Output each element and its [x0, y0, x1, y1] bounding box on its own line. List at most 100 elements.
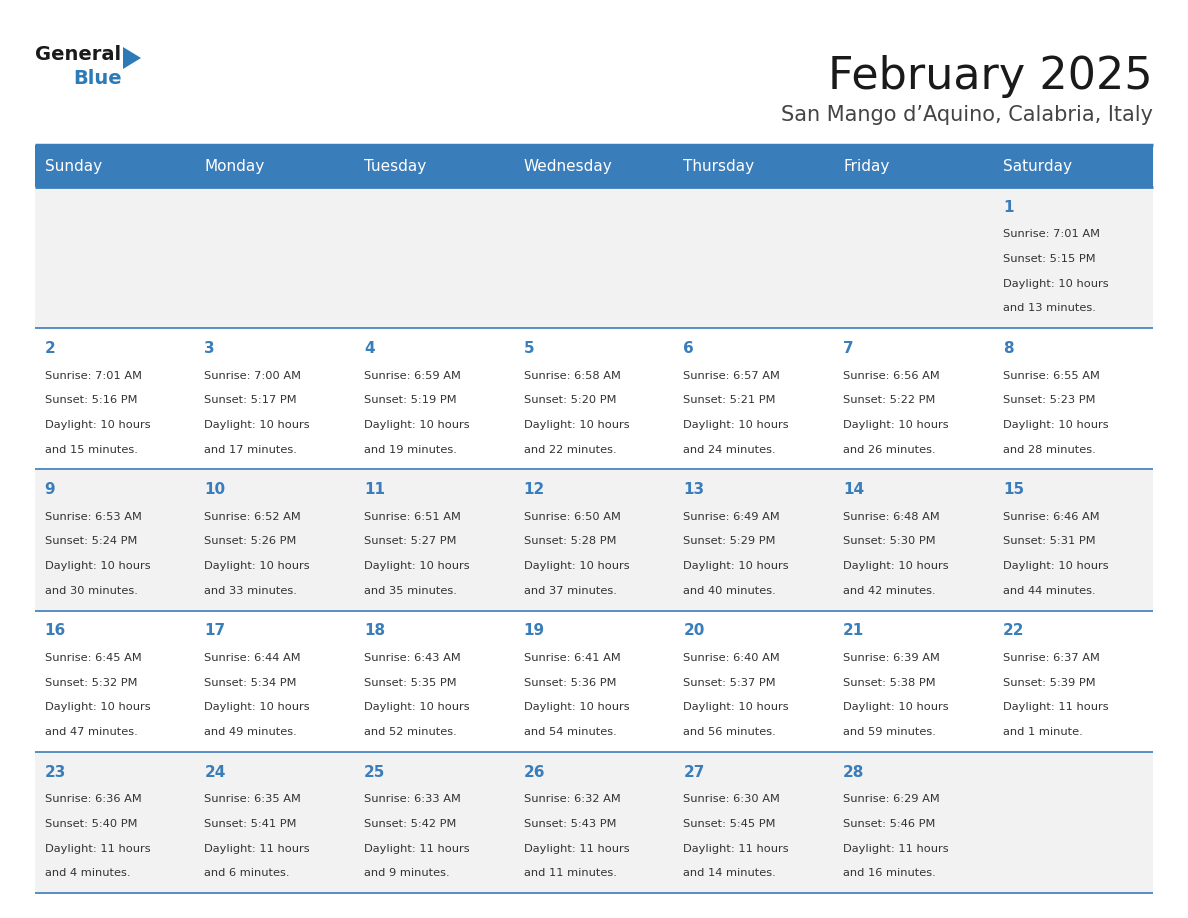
- Text: and 11 minutes.: and 11 minutes.: [524, 868, 617, 879]
- Text: Sunrise: 6:43 AM: Sunrise: 6:43 AM: [364, 653, 461, 663]
- Text: Sunset: 5:36 PM: Sunset: 5:36 PM: [524, 677, 617, 688]
- Text: Sunrise: 6:49 AM: Sunrise: 6:49 AM: [683, 511, 781, 521]
- Text: Daylight: 10 hours: Daylight: 10 hours: [683, 702, 789, 712]
- Bar: [834, 187, 993, 329]
- Text: 22: 22: [1003, 623, 1024, 638]
- Bar: [674, 187, 834, 329]
- Text: and 28 minutes.: and 28 minutes.: [1003, 444, 1095, 454]
- Text: Sunset: 5:32 PM: Sunset: 5:32 PM: [45, 677, 137, 688]
- Text: Sunrise: 6:55 AM: Sunrise: 6:55 AM: [1003, 371, 1100, 381]
- Text: Sunrise: 6:35 AM: Sunrise: 6:35 AM: [204, 794, 302, 804]
- Text: Sunrise: 7:01 AM: Sunrise: 7:01 AM: [45, 371, 141, 381]
- Text: 17: 17: [204, 623, 226, 638]
- Bar: [34, 145, 195, 187]
- Bar: [354, 145, 514, 187]
- Text: Sunrise: 6:41 AM: Sunrise: 6:41 AM: [524, 653, 620, 663]
- Text: Monday: Monday: [204, 159, 265, 174]
- Text: Daylight: 10 hours: Daylight: 10 hours: [204, 561, 310, 571]
- Bar: [195, 752, 354, 893]
- Text: Sunrise: 6:46 AM: Sunrise: 6:46 AM: [1003, 511, 1099, 521]
- Text: and 42 minutes.: and 42 minutes.: [843, 586, 936, 596]
- Bar: [34, 187, 195, 329]
- Text: Daylight: 10 hours: Daylight: 10 hours: [683, 561, 789, 571]
- Text: 28: 28: [843, 765, 865, 779]
- Text: and 9 minutes.: and 9 minutes.: [364, 868, 449, 879]
- Bar: [195, 469, 354, 610]
- Text: Sunrise: 6:58 AM: Sunrise: 6:58 AM: [524, 371, 620, 381]
- Text: Daylight: 10 hours: Daylight: 10 hours: [524, 702, 630, 712]
- Text: 26: 26: [524, 765, 545, 779]
- Text: and 47 minutes.: and 47 minutes.: [45, 727, 138, 737]
- Bar: [514, 145, 674, 187]
- Bar: [993, 145, 1154, 187]
- Text: and 16 minutes.: and 16 minutes.: [843, 868, 936, 879]
- Bar: [993, 610, 1154, 752]
- Text: and 33 minutes.: and 33 minutes.: [204, 586, 297, 596]
- Text: Daylight: 10 hours: Daylight: 10 hours: [45, 561, 150, 571]
- Text: Daylight: 10 hours: Daylight: 10 hours: [364, 561, 469, 571]
- Bar: [195, 145, 354, 187]
- Text: 1: 1: [1003, 200, 1013, 215]
- Bar: [514, 610, 674, 752]
- Text: Sunrise: 6:33 AM: Sunrise: 6:33 AM: [364, 794, 461, 804]
- Text: Friday: Friday: [843, 159, 890, 174]
- Text: General: General: [34, 45, 121, 64]
- Text: and 15 minutes.: and 15 minutes.: [45, 444, 138, 454]
- Text: Daylight: 10 hours: Daylight: 10 hours: [524, 420, 630, 430]
- Bar: [674, 610, 834, 752]
- Bar: [993, 752, 1154, 893]
- Text: Sunset: 5:40 PM: Sunset: 5:40 PM: [45, 819, 137, 829]
- Text: 24: 24: [204, 765, 226, 779]
- Text: and 35 minutes.: and 35 minutes.: [364, 586, 457, 596]
- Bar: [674, 752, 834, 893]
- Text: Daylight: 10 hours: Daylight: 10 hours: [364, 420, 469, 430]
- Text: and 22 minutes.: and 22 minutes.: [524, 444, 617, 454]
- Text: Sunrise: 6:50 AM: Sunrise: 6:50 AM: [524, 511, 620, 521]
- Text: 7: 7: [843, 341, 854, 356]
- Text: 9: 9: [45, 482, 55, 498]
- Text: and 44 minutes.: and 44 minutes.: [1003, 586, 1095, 596]
- Text: Sunrise: 6:57 AM: Sunrise: 6:57 AM: [683, 371, 781, 381]
- Text: Sunrise: 6:44 AM: Sunrise: 6:44 AM: [204, 653, 301, 663]
- Text: and 24 minutes.: and 24 minutes.: [683, 444, 776, 454]
- Text: Sunset: 5:37 PM: Sunset: 5:37 PM: [683, 677, 776, 688]
- Bar: [674, 469, 834, 610]
- Bar: [993, 187, 1154, 329]
- Text: and 14 minutes.: and 14 minutes.: [683, 868, 776, 879]
- Text: and 30 minutes.: and 30 minutes.: [45, 586, 138, 596]
- Text: 18: 18: [364, 623, 385, 638]
- Bar: [834, 145, 993, 187]
- Text: Daylight: 10 hours: Daylight: 10 hours: [1003, 279, 1108, 289]
- Text: Sunrise: 7:01 AM: Sunrise: 7:01 AM: [1003, 230, 1100, 240]
- Text: Sunset: 5:22 PM: Sunset: 5:22 PM: [843, 396, 935, 405]
- Text: Sunday: Sunday: [45, 159, 102, 174]
- Text: 4: 4: [364, 341, 374, 356]
- Text: Tuesday: Tuesday: [364, 159, 426, 174]
- Text: 3: 3: [204, 341, 215, 356]
- Bar: [195, 329, 354, 469]
- Text: Sunrise: 6:36 AM: Sunrise: 6:36 AM: [45, 794, 141, 804]
- Text: Daylight: 10 hours: Daylight: 10 hours: [45, 702, 150, 712]
- Bar: [354, 752, 514, 893]
- Text: Sunset: 5:39 PM: Sunset: 5:39 PM: [1003, 677, 1095, 688]
- Text: Daylight: 11 hours: Daylight: 11 hours: [204, 844, 310, 854]
- Bar: [195, 187, 354, 329]
- Bar: [514, 187, 674, 329]
- Bar: [834, 329, 993, 469]
- Text: 27: 27: [683, 765, 704, 779]
- Text: 5: 5: [524, 341, 535, 356]
- Text: and 59 minutes.: and 59 minutes.: [843, 727, 936, 737]
- Text: Sunrise: 6:45 AM: Sunrise: 6:45 AM: [45, 653, 141, 663]
- Text: Daylight: 10 hours: Daylight: 10 hours: [204, 420, 310, 430]
- Text: 19: 19: [524, 623, 545, 638]
- Bar: [354, 469, 514, 610]
- Text: 10: 10: [204, 482, 226, 498]
- Polygon shape: [124, 47, 141, 69]
- Text: Sunset: 5:35 PM: Sunset: 5:35 PM: [364, 677, 456, 688]
- Text: Sunset: 5:45 PM: Sunset: 5:45 PM: [683, 819, 776, 829]
- Text: and 52 minutes.: and 52 minutes.: [364, 727, 456, 737]
- Text: Sunset: 5:38 PM: Sunset: 5:38 PM: [843, 677, 936, 688]
- Text: and 40 minutes.: and 40 minutes.: [683, 586, 776, 596]
- Text: Daylight: 10 hours: Daylight: 10 hours: [45, 420, 150, 430]
- Text: and 54 minutes.: and 54 minutes.: [524, 727, 617, 737]
